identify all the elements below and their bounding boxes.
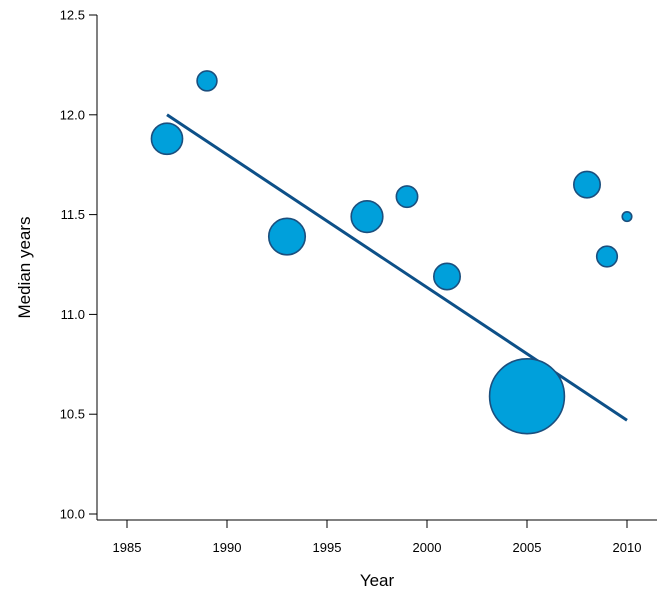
data-point [433, 262, 461, 291]
data-point [621, 211, 633, 223]
y-axis-title: Median years [15, 216, 34, 318]
data-point [350, 199, 384, 234]
data-point [196, 70, 218, 92]
x-axis-title: Year [360, 571, 395, 590]
x-tick-label: 1985 [113, 540, 142, 555]
y-tick-label: 11.5 [61, 207, 85, 222]
x-axis-ticks: 1985 1990 1995 2000 2005 2010 [113, 520, 642, 555]
y-tick-label: 12.5 [60, 8, 85, 23]
y-tick-label: 12.0 [60, 107, 85, 122]
x-tick-label: 1990 [213, 540, 242, 555]
x-tick-label: 2005 [513, 540, 542, 555]
data-point [267, 217, 307, 256]
x-tick-label: 2010 [613, 540, 642, 555]
data-point [573, 170, 601, 199]
data-point [150, 122, 184, 156]
y-tick-label: 10.0 [60, 507, 85, 522]
y-axis-ticks: 10.0 10.5 11.0 11.5 12.0 12.5 [60, 8, 97, 522]
data-point [395, 185, 419, 209]
data-point [488, 358, 566, 435]
data-point [595, 245, 619, 268]
axes [96, 15, 657, 521]
y-tick-label: 10.5 [60, 407, 85, 422]
x-tick-label: 1995 [313, 540, 342, 555]
data-points [150, 70, 633, 435]
x-tick-label: 2000 [413, 540, 442, 555]
y-tick-label: 11.0 [61, 307, 85, 322]
